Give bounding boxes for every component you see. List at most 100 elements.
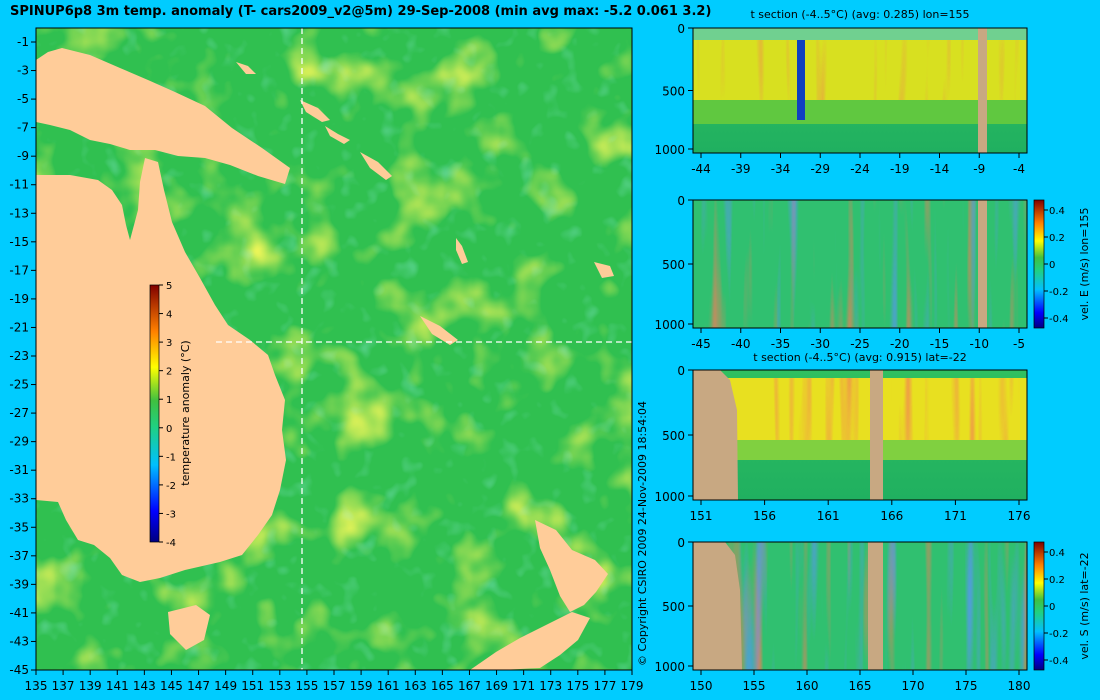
panel-2-colorbar-label: vel. E (m/s) lon=155 — [1078, 208, 1091, 321]
map-lat-tick-label: -21 — [9, 320, 29, 334]
panel-4-colorbar-label: vel. S (m/s) lat=-22 — [1078, 552, 1091, 659]
map-lat-tick-label: -1 — [17, 35, 29, 49]
panel-1-xtick-label: -29 — [810, 162, 830, 176]
panel-2-colorbar-bar — [1033, 199, 1045, 329]
map-colorbar-tick-label: 4 — [166, 310, 172, 321]
panel-1-ytick-label: 0 — [677, 22, 685, 36]
panel-3-bathymetry-shelf — [693, 370, 738, 500]
map-colorbar-ticks: 5 4 3 2 1 0 -1 -2 -3 -4 — [159, 281, 176, 549]
panel-3-warm-layer-texture — [693, 378, 1027, 440]
panel-1-title: t section (-4..5°C) (avg: 0.285) lon=155 — [750, 8, 969, 21]
panel-4-colorbar-bar — [1033, 541, 1045, 671]
map-colorbar-tick-label: 5 — [166, 281, 172, 292]
panel-4-colorbar-tick-label: -0.4 — [1049, 656, 1069, 667]
panel-2-bathymetry — [978, 200, 987, 328]
panel-3-ytick-label: 1000 — [654, 490, 685, 504]
panel-1-xtick-label: -44 — [691, 162, 711, 176]
panel-1-xtick-label: -4 — [1013, 162, 1025, 176]
panel-1-xtick-label: -34 — [771, 162, 791, 176]
panel-1-bathymetry — [978, 28, 987, 153]
figure-title: SPINUP6p8 3m temp. anomaly (T- cars2009_… — [10, 4, 712, 19]
map-lon-tick-label: 171 — [512, 679, 535, 693]
map-lat-tick-label: -35 — [9, 520, 29, 534]
panel-2-xtick-label: -40 — [731, 337, 751, 351]
panel-4-negative-stripes — [693, 542, 1027, 670]
panel-4-colorbar-tick-label: 0.4 — [1049, 548, 1065, 559]
panel-3-xtick-label: 161 — [817, 509, 840, 523]
panel-1-xtick-label: -24 — [850, 162, 870, 176]
map-colorbar-label: temperature anomaly (°C) — [179, 340, 192, 485]
map-lon-tick-label: 175 — [566, 679, 589, 693]
map-lat-tick-label: -17 — [9, 263, 29, 277]
map-colorbar-tick-label: 3 — [166, 338, 172, 349]
panel-3-mid-layer — [693, 440, 1027, 460]
map-lon-tick-label: 149 — [214, 679, 237, 693]
panel-3-yticks: 0 500 1000 — [654, 364, 693, 504]
map-lat-tick-label: -45 — [9, 663, 29, 677]
map-colorbar-tick-label: -1 — [166, 452, 176, 463]
land-vanuatu — [456, 238, 468, 264]
panel-4: 150 155 160 165 170 175 180 0 500 1000 0.4 0.2 0 -0… — [654, 536, 1068, 693]
map-lon-tick-label: 135 — [25, 679, 48, 693]
panel-4-xtick-label: 155 — [743, 679, 766, 693]
land-bismarck — [236, 62, 330, 122]
panel-2-yticks: 0 500 1000 — [654, 194, 693, 332]
copyright-text: © Copyright CSIRO 2009 24-Nov-2009 18:54… — [636, 401, 649, 666]
panel-3-xtick-label: 171 — [944, 509, 967, 523]
map-lon-tick-label: 147 — [187, 679, 210, 693]
panel-1-ytick-label: 1000 — [654, 143, 685, 157]
land-new-caledonia — [420, 316, 458, 345]
panel-4-xticks: 150 155 160 165 170 175 180 — [690, 670, 1031, 693]
map-lat-tick-label: -33 — [9, 492, 29, 506]
panel-3-xtick-label: 176 — [1008, 509, 1031, 523]
panel-4-colorbar-tick-label: 0.2 — [1049, 575, 1065, 586]
panel-1-xtick-label: -19 — [890, 162, 910, 176]
panel-3-xtick-label: 156 — [753, 509, 776, 523]
panel-1-xtick-label: -39 — [731, 162, 751, 176]
land-australia — [36, 158, 286, 582]
panel-2-xtick-label: -15 — [930, 337, 950, 351]
map-colorbar-tick-label: 1 — [166, 395, 172, 406]
map-lat-tick-label: -13 — [9, 206, 29, 220]
map-lat-tick-label: -43 — [9, 634, 29, 648]
panel-2-colorbar-ticks: 0.4 0.2 0 -0.2 -0.4 — [1044, 206, 1069, 325]
map-lat-tick-label: -39 — [9, 577, 29, 591]
land-new-zealand-north — [535, 520, 608, 612]
land-solomon-islands — [325, 126, 392, 180]
panel-4-xtick-label: 180 — [1008, 679, 1031, 693]
panel-3-xtick-label: 166 — [880, 509, 903, 523]
panel-3-ytick-label: 500 — [662, 429, 685, 443]
panel-2-xtick-label: -20 — [890, 337, 910, 351]
panel-3-title: t section (-4..5°C) (avg: 0.915) lat=-22 — [753, 351, 966, 364]
map-lat-tick-label: -23 — [9, 349, 29, 363]
map-colorbar: 5 4 3 2 1 0 -1 -2 -3 -4 temperature anomaly (°C) — [149, 281, 192, 549]
panel-4-yticks: 0 500 1000 — [654, 536, 693, 674]
panel-2-colorbar-tick-label: -0.2 — [1049, 287, 1069, 298]
panel-2-xtick-label: -30 — [810, 337, 830, 351]
panel-4-colorbar-ticks: 0.4 0.2 0 -0.2 -0.4 — [1044, 548, 1069, 667]
map-colorbar-tick-label: 2 — [166, 367, 172, 378]
map-colorbar-tick-label: 0 — [166, 424, 172, 435]
panel-1-cold-stripe — [797, 40, 805, 120]
land-new-guinea — [36, 48, 290, 184]
map-colorbar-tick-label: -4 — [166, 538, 176, 549]
panel-1-ytick-label: 500 — [662, 85, 685, 99]
map-lat-tick-label: -19 — [9, 292, 29, 306]
panel-4-bathymetry — [868, 542, 883, 670]
panel-4-xtick-label: 175 — [955, 679, 978, 693]
panel-1-xtick-label: -14 — [930, 162, 950, 176]
map-lat-tick-label: -31 — [9, 463, 29, 477]
map-lon-tick-label: 157 — [323, 679, 346, 693]
panel-2-xtick-label: -45 — [691, 337, 711, 351]
map-lon-tick-label: 167 — [458, 679, 481, 693]
map-colorbar-bar — [149, 284, 160, 543]
panel-4-xtick-label: 150 — [690, 679, 713, 693]
panel-1-mid-layer — [693, 100, 1027, 124]
map-lon-tick-label: 179 — [621, 679, 644, 693]
map-lon-tick-label: 159 — [350, 679, 373, 693]
panel-3-ytick-label: 0 — [677, 364, 685, 378]
panel-2-colorbar-tick-label: 0.4 — [1049, 206, 1065, 217]
map-lat-tick-label: -3 — [17, 64, 29, 78]
map-lat-tick-label: -7 — [17, 121, 29, 135]
